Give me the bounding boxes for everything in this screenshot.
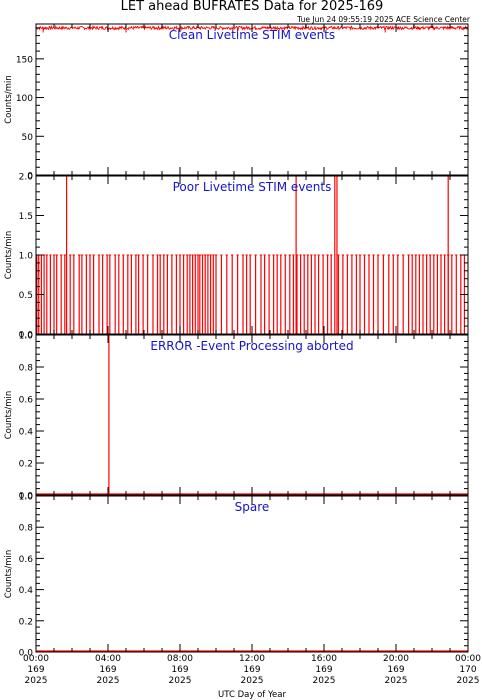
x-axis: 00:00169202504:00169202508:00169202512:0…	[23, 654, 481, 686]
panel-frame	[35, 23, 469, 176]
x-tick-doy: 169	[99, 665, 116, 675]
y-tick-label: 0.0	[19, 331, 34, 341]
y-axis-label: Counts/min	[4, 391, 14, 440]
panel-title: Spare	[235, 500, 270, 514]
x-tick-doy: 169	[27, 665, 44, 675]
x-tick-time: 00:00	[23, 654, 49, 664]
y-tick-label: 1.5	[19, 212, 33, 222]
x-tick-year: 2025	[97, 676, 120, 686]
y-tick-label: 2.0	[19, 173, 34, 183]
y-axis-label: Counts/min	[4, 231, 14, 280]
y-tick-label: 0.2	[19, 460, 33, 470]
x-tick-time: 12:00	[239, 654, 265, 664]
x-tick-year: 2025	[457, 676, 480, 686]
x-tick-time: 20:00	[383, 654, 409, 664]
panels-group: 0 50 100 150 Clean Livetime STIM events Count…	[4, 23, 469, 659]
x-tick-time: 00:00	[455, 654, 481, 664]
x-tick-year: 2025	[385, 676, 408, 686]
y-tick-label: 0.8	[19, 524, 34, 534]
panel-frame	[35, 495, 469, 653]
x-tick-doy: 170	[459, 665, 476, 675]
y-axis-label: Counts/min	[4, 75, 14, 124]
panel-2: 0.0 0.5 1.0 1.5 2.0 Poor Livetime STIM events…	[4, 173, 469, 341]
y-tick-label: 0.4	[19, 428, 34, 438]
x-tick-doy: 169	[243, 665, 260, 675]
y-axis-label: Counts/min	[4, 550, 14, 599]
y-tick-label: 0.0	[19, 649, 34, 659]
y-tick-label: 1.0	[19, 493, 34, 503]
x-tick-doy: 169	[387, 665, 404, 675]
panel-title: Poor Livetime STIM events	[173, 180, 332, 194]
y-tick-label: 100	[16, 94, 33, 104]
y-tick-label: 50	[22, 133, 34, 143]
panel-frame	[35, 334, 469, 496]
x-axis-label: UTC Day of Year	[218, 690, 286, 700]
y-tick-label: 1.0	[19, 332, 34, 342]
y-tick-label: 0.0	[19, 492, 34, 502]
y-tick-label: 0.4	[19, 586, 34, 596]
x-tick-doy: 169	[315, 665, 332, 675]
panel-title: Clean Livetime STIM events	[169, 28, 335, 42]
x-tick-time: 08:00	[167, 654, 193, 664]
y-tick-label: 0.6	[19, 396, 34, 406]
y-tick-label: 1.0	[19, 252, 34, 262]
timestamp: Tue Jun 24 09:55:19 2025 ACE Science Cen…	[296, 15, 471, 24]
y-tick-label: 0.2	[19, 617, 33, 627]
x-tick-year: 2025	[169, 676, 192, 686]
y-tick-label: 0	[27, 172, 33, 182]
x-tick-time: 16:00	[311, 654, 337, 664]
panel-1: 0 50 100 150 Clean Livetime STIM events Count…	[4, 23, 469, 182]
x-tick-year: 2025	[25, 676, 48, 686]
y-tick-label: 150	[16, 55, 33, 65]
y-tick-label: 0.5	[19, 291, 33, 301]
panel-title: ERROR -Event Processing aborted	[150, 339, 353, 353]
panel-4: 0.0 0.2 0.4 0.6 0.8 1.0 Spare Counts/min	[4, 493, 469, 659]
figure-title: LET ahead BUFRATES Data for 2025-169	[121, 0, 384, 14]
y-tick-label: 0.8	[19, 364, 34, 374]
x-tick-doy: 169	[171, 665, 188, 675]
x-tick-year: 2025	[313, 676, 336, 686]
y-tick-label: 0.6	[19, 555, 34, 565]
x-tick-year: 2025	[241, 676, 264, 686]
panel-3: 0.0 0.2 0.4 0.6 0.8 1.0 ERROR -Event Processin…	[4, 332, 469, 502]
x-tick-time: 04:00	[95, 654, 121, 664]
